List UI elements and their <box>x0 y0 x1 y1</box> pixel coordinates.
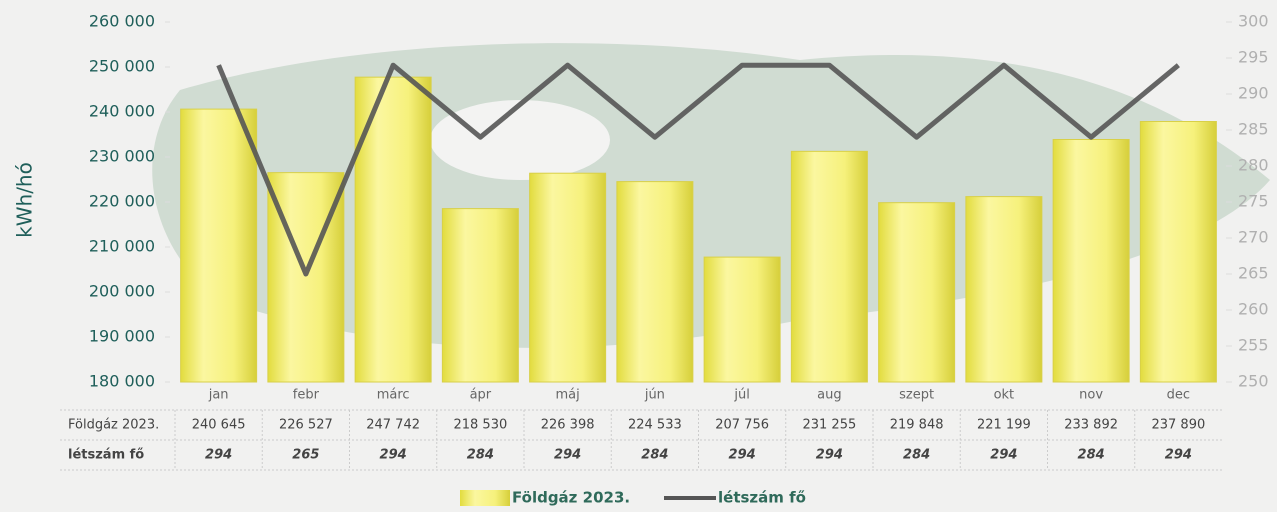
table-cell: 226 527 <box>279 418 333 433</box>
x-tick-label: jan <box>208 388 229 403</box>
line-series <box>216 62 1180 277</box>
table-cell: 231 255 <box>802 418 856 433</box>
table-cell: 284 <box>641 448 668 463</box>
table-cell: 224 533 <box>628 418 682 433</box>
bar <box>1139 120 1217 383</box>
y-axis-label: kWh/hó <box>13 162 37 238</box>
table-cell: 284 <box>467 448 494 463</box>
table-cell: 219 848 <box>890 418 944 433</box>
table-cell: 240 645 <box>192 418 246 433</box>
x-tick-label: júl <box>733 388 749 403</box>
y-tick-label: 210 000 <box>89 237 155 256</box>
legend-label: létszám fő <box>718 489 806 507</box>
table-cell: 226 398 <box>541 418 595 433</box>
bar <box>1052 138 1130 383</box>
y-tick-label: 250 000 <box>89 57 155 76</box>
legend-swatch <box>460 490 510 506</box>
x-tick-label: márc <box>377 388 410 403</box>
table-cell: 221 199 <box>977 418 1031 433</box>
y2-tick-label: 255 <box>1238 336 1269 355</box>
bar <box>180 108 258 383</box>
y-tick-label: 240 000 <box>89 102 155 121</box>
y2-tick-label: 280 <box>1238 156 1269 175</box>
table-cell: 294 <box>205 448 232 463</box>
bar <box>616 181 694 383</box>
y2-tick-label: 290 <box>1238 84 1269 103</box>
x-tick-label: febr <box>293 388 320 403</box>
bar <box>703 256 781 383</box>
table-cell: 237 890 <box>1151 418 1205 433</box>
x-tick-label: nov <box>1079 388 1103 403</box>
table-cell: 233 892 <box>1064 418 1118 433</box>
y2-tick-label: 250 <box>1238 372 1269 391</box>
legend-label: Földgáz 2023. <box>512 489 630 507</box>
y2-tick-label: 265 <box>1238 264 1269 283</box>
y-tick-label: 190 000 <box>89 327 155 346</box>
bar <box>529 172 607 383</box>
table-cell: 207 756 <box>715 418 769 433</box>
table-cell: 294 <box>990 448 1017 463</box>
x-tick-label: aug <box>817 388 841 403</box>
y2-tick-label: 285 <box>1238 120 1269 139</box>
y-tick-label: 220 000 <box>89 192 155 211</box>
table-cell: 294 <box>729 448 756 463</box>
y2-tick-label: 270 <box>1238 228 1269 247</box>
table-cell: 284 <box>903 448 930 463</box>
bar <box>441 208 519 383</box>
table-row-header: Földgáz 2023. <box>68 418 159 433</box>
bar <box>965 196 1043 383</box>
x-tick-label: okt <box>994 388 1015 403</box>
y-tick-label: 230 000 <box>89 147 155 166</box>
x-tick-label: ápr <box>470 388 492 403</box>
y-tick-label: 200 000 <box>89 282 155 301</box>
table-cell: 294 <box>380 448 407 463</box>
table-cell: 294 <box>1165 448 1192 463</box>
x-tick-label: máj <box>556 388 580 403</box>
x-tick-label: jún <box>644 388 665 403</box>
y2-tick-label: 260 <box>1238 300 1269 319</box>
y-tick-label: 180 000 <box>89 372 155 391</box>
table-cell: 284 <box>1078 448 1105 463</box>
y2-tick-label: 295 <box>1238 48 1269 67</box>
table-cell: 218 530 <box>453 418 507 433</box>
table-cell: 265 <box>292 448 319 463</box>
bar <box>878 202 956 383</box>
bar <box>790 150 868 383</box>
x-tick-label: dec <box>1167 388 1190 403</box>
x-tick-label: szept <box>899 388 934 403</box>
table-row-header: létszám fő <box>68 448 144 463</box>
y-tick-label: 260 000 <box>89 12 155 31</box>
y2-tick-label: 275 <box>1238 192 1269 211</box>
table-cell: 294 <box>816 448 843 463</box>
table-cell: 294 <box>554 448 581 463</box>
y2-tick-label: 300 <box>1238 12 1269 31</box>
table-cell: 247 742 <box>366 418 420 433</box>
